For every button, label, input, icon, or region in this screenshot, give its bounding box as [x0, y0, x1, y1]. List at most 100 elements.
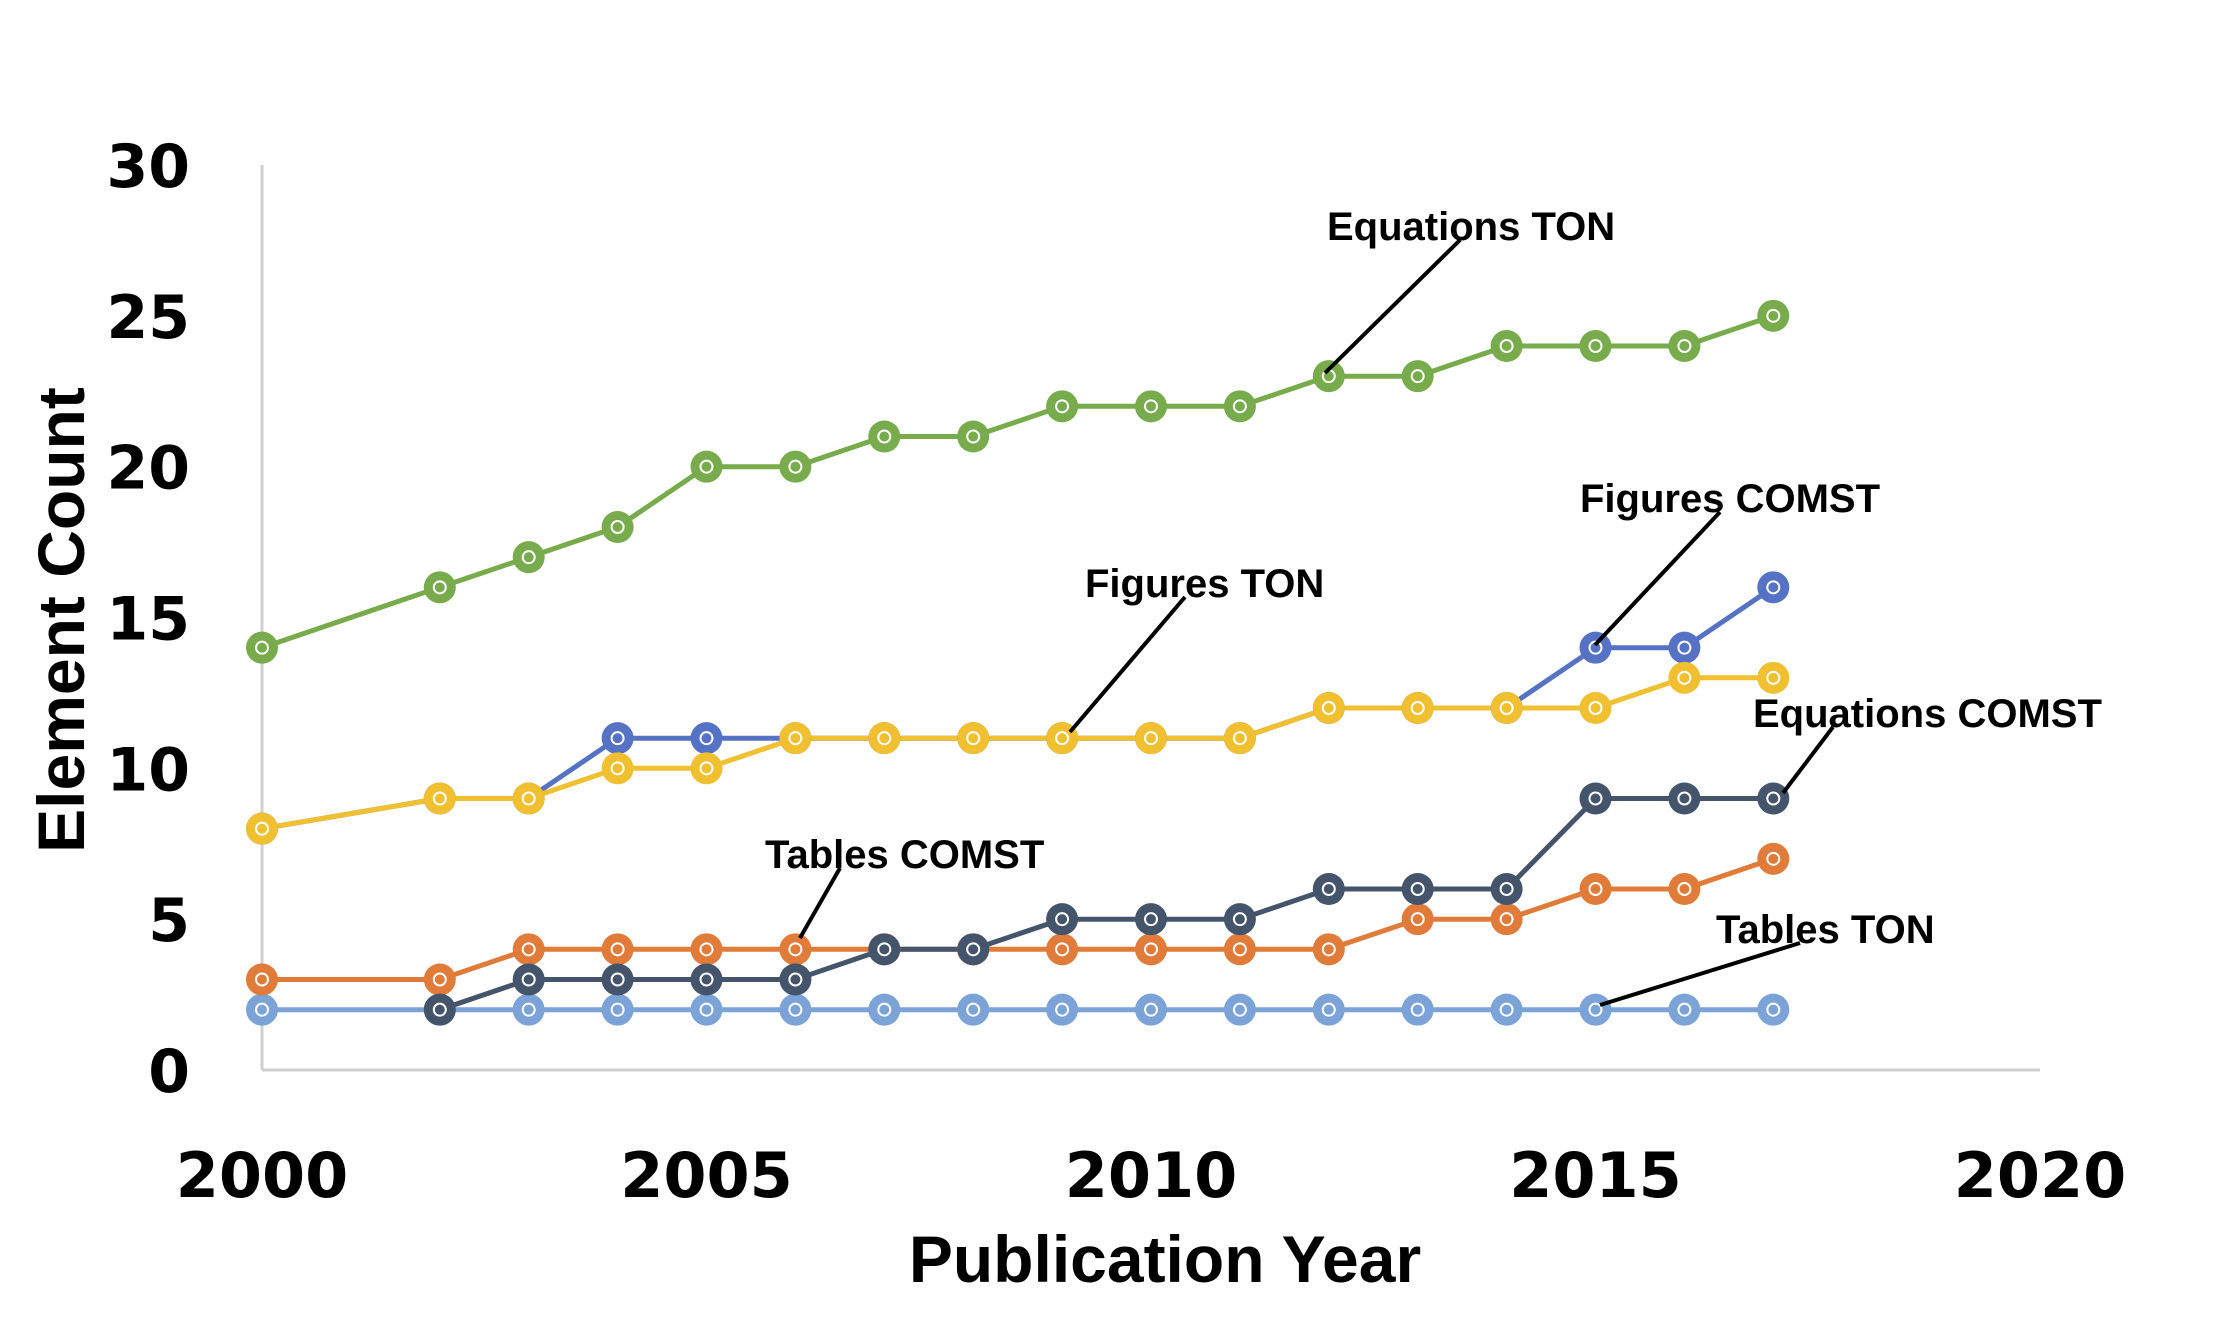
- data-point-equations-comst: [1490, 873, 1523, 905]
- data-point-tables-ton: [1757, 993, 1790, 1026]
- data-point-tables-ton: [246, 993, 278, 1026]
- data-point-figures-ton: [957, 722, 990, 755]
- data-point-equations-comst: [1046, 903, 1079, 936]
- x-tick-label: 2015: [1509, 1139, 1682, 1212]
- y-tick-label: 30: [107, 132, 191, 202]
- data-point-figures-ton: [423, 782, 456, 815]
- data-point-equations-comst: [1579, 782, 1612, 815]
- data-point-equations-ton: [1490, 330, 1523, 362]
- data-point-tables-comst: [1579, 873, 1612, 905]
- data-point-equations-ton: [246, 631, 278, 664]
- data-point-figures-ton: [868, 722, 901, 755]
- data-point-figures-comst: [690, 722, 723, 755]
- y-tick-labels: 0 5 10 15 20 25 30: [107, 132, 191, 1107]
- series-points: [246, 299, 1790, 1026]
- data-point-figures-ton: [1401, 692, 1434, 724]
- data-point-figures-ton: [1135, 722, 1167, 755]
- data-point-figures-ton: [1757, 661, 1790, 694]
- data-point-tables-ton: [1579, 993, 1612, 1026]
- annotation-label-equations-comst: Equations COMST: [1753, 692, 2102, 736]
- y-tick-label: 10: [107, 735, 191, 805]
- data-point-equations-ton: [1223, 390, 1256, 423]
- data-point-tables-ton: [1668, 993, 1701, 1026]
- data-point-equations-comst: [779, 963, 812, 996]
- data-point-tables-ton: [601, 993, 634, 1026]
- x-tick-label: 2000: [176, 1139, 349, 1212]
- series-lines: [261, 313, 1775, 1013]
- data-point-equations-ton: [868, 420, 901, 453]
- annotation-leader-tables-ton: [1599, 941, 1801, 1007]
- data-point-tables-ton: [1135, 993, 1167, 1026]
- data-point-equations-comst: [1757, 782, 1790, 815]
- series-line-figures-ton: [261, 675, 1774, 832]
- data-point-equations-comst: [690, 963, 723, 996]
- data-point-figures-ton: [690, 752, 723, 785]
- data-point-tables-ton: [690, 993, 723, 1026]
- annotation-label-equations-ton: Equations TON: [1327, 205, 1615, 249]
- x-tick-label: 2005: [620, 1139, 793, 1212]
- series-annotations: Equations TON Figures COMST Figures TON Equ…: [765, 205, 2102, 1007]
- data-point-figures-ton: [512, 782, 545, 815]
- data-point-equations-ton: [1579, 330, 1612, 362]
- data-point-equations-ton: [957, 420, 990, 453]
- data-point-figures-ton: [601, 752, 634, 785]
- data-point-tables-ton: [1223, 993, 1256, 1026]
- data-point-tables-ton: [1401, 993, 1434, 1026]
- data-point-tables-comst: [1757, 842, 1790, 875]
- y-tick-label: 25: [107, 283, 191, 353]
- data-point-tables-comst: [1312, 933, 1345, 966]
- annotation-leader-figures-ton: [1068, 595, 1187, 734]
- data-point-figures-comst: [601, 722, 634, 755]
- data-point-tables-comst: [1046, 933, 1079, 966]
- data-point-figures-ton: [1490, 692, 1523, 724]
- data-point-figures-ton: [246, 812, 278, 845]
- data-point-equations-ton: [1046, 390, 1079, 423]
- data-point-equations-comst: [868, 933, 901, 966]
- data-point-tables-comst: [779, 933, 812, 966]
- data-point-equations-comst: [1312, 873, 1345, 905]
- data-point-equations-ton: [601, 511, 634, 543]
- data-point-tables-comst: [1223, 933, 1256, 966]
- axes: [260, 165, 2040, 1072]
- x-tick-labels: 2000 2005 2010 2015 2020: [176, 1139, 2127, 1212]
- annotation-leader-figures-comst: [1593, 510, 1722, 647]
- annotation-leader-equations-ton: [1323, 238, 1462, 375]
- data-point-equations-ton: [512, 541, 545, 574]
- data-point-figures-ton: [1668, 661, 1701, 694]
- data-point-equations-comst: [1223, 903, 1256, 936]
- data-point-equations-ton: [1312, 360, 1345, 393]
- data-point-tables-ton: [868, 993, 901, 1026]
- x-tick-label: 2010: [1065, 1139, 1238, 1212]
- data-point-equations-ton: [1668, 330, 1701, 362]
- data-point-equations-ton: [1401, 360, 1434, 393]
- data-point-equations-ton: [1135, 390, 1167, 423]
- data-point-figures-ton: [1223, 722, 1256, 755]
- data-point-equations-ton: [1757, 299, 1790, 332]
- data-point-figures-comst: [1668, 631, 1701, 664]
- y-tick-label: 15: [107, 585, 191, 655]
- data-point-tables-comst: [1135, 933, 1167, 966]
- data-point-figures-ton: [1312, 692, 1345, 724]
- series-line-equations-ton: [261, 313, 1775, 651]
- data-point-equations-comst: [957, 933, 990, 966]
- data-point-equations-comst: [1668, 782, 1701, 815]
- data-point-equations-ton: [779, 450, 812, 483]
- y-axis-title: Element Count: [24, 387, 98, 853]
- data-point-figures-comst: [1579, 631, 1612, 664]
- x-tick-label: 2020: [1954, 1139, 2127, 1212]
- annotation-label-figures-ton: Figures TON: [1085, 562, 1324, 606]
- data-point-figures-comst: [1757, 571, 1790, 604]
- annotation-label-figures-comst: Figures COMST: [1580, 477, 1880, 521]
- series-line-equations-comst: [438, 796, 1774, 1013]
- x-axis-title: Publication Year: [909, 1222, 1421, 1296]
- data-point-tables-ton: [779, 993, 812, 1026]
- data-point-equations-comst: [1401, 873, 1434, 905]
- data-point-figures-ton: [779, 722, 812, 755]
- data-point-equations-ton: [423, 571, 456, 604]
- data-point-tables-comst: [512, 933, 545, 966]
- y-tick-label: 5: [148, 886, 190, 956]
- data-point-tables-comst: [246, 963, 278, 996]
- y-tick-label: 20: [107, 434, 191, 504]
- data-point-equations-ton: [690, 450, 723, 483]
